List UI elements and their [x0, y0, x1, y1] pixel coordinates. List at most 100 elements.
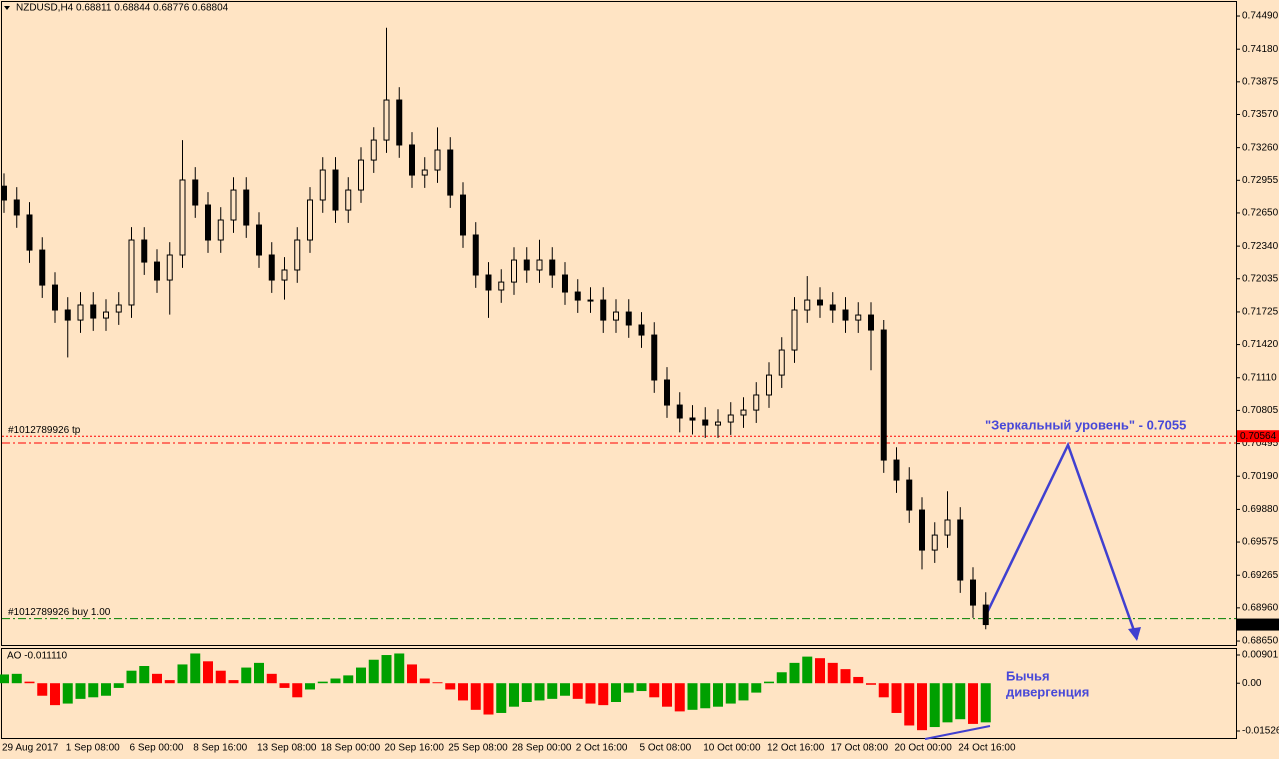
- candle-body: [13, 199, 20, 216]
- ao-bar: [279, 683, 290, 688]
- y-tick-label: 0.72955: [1242, 175, 1279, 186]
- ao-bar: [0, 674, 9, 684]
- ao-bar: [458, 683, 468, 701]
- chart-title: NZDUSD,H4 0.68811 0.68844 0.68776 0.6880…: [16, 3, 229, 14]
- candle-body: [103, 311, 109, 319]
- x-tick-label: 20 Sep 16:00: [385, 743, 445, 754]
- ao-bar: [623, 683, 634, 693]
- ao-bar: [713, 683, 723, 707]
- ao-bar: [215, 670, 226, 684]
- y-tick-label: 0.73260: [1242, 142, 1279, 153]
- y-tick-label: 0.73875: [1242, 76, 1279, 87]
- ao-bar: [764, 681, 774, 684]
- y-tick-label: 0.71420: [1242, 339, 1279, 350]
- ao-bar: [725, 683, 736, 704]
- candle-body: [485, 274, 492, 291]
- mirror-annotation: "Зеркальный уровень" - 0.7055: [985, 417, 1186, 432]
- y-tick-label: 0.70495: [1242, 438, 1279, 449]
- ao-bar: [866, 683, 876, 685]
- ao-bar: [419, 678, 430, 684]
- candle-body: [154, 261, 160, 281]
- candle-body: [77, 304, 84, 321]
- y-tick-label: 0.68960: [1242, 603, 1279, 614]
- ao-bar: [815, 658, 825, 684]
- ao-bar: [572, 683, 583, 699]
- y-tick-label: 0.74490: [1242, 11, 1279, 22]
- candle-body: [982, 604, 989, 626]
- candle-body: [523, 259, 530, 271]
- candle-body: [944, 519, 951, 536]
- candle-body: [434, 149, 441, 171]
- ao-bar: [432, 682, 443, 684]
- ao-bar: [929, 683, 940, 728]
- ao-bar: [942, 683, 953, 723]
- candle-body: [536, 259, 543, 271]
- candle-body: [64, 309, 71, 321]
- candle-body: [957, 519, 964, 581]
- divergence-annotation: Бычья: [1006, 668, 1050, 683]
- candle-body: [919, 509, 925, 551]
- candle-body: [766, 374, 772, 396]
- ao-bar: [228, 680, 239, 684]
- ao-bar: [266, 673, 277, 684]
- ao-bar: [980, 683, 991, 723]
- candle-body: [817, 299, 823, 306]
- x-tick-label: 25 Sep 08:00: [448, 743, 508, 754]
- arrow-head: [1128, 627, 1141, 641]
- ao-bar: [317, 681, 328, 684]
- ao-bar: [662, 683, 672, 707]
- candle-body: [26, 214, 33, 251]
- candle-body: [319, 169, 326, 201]
- candle-body: [383, 99, 390, 141]
- candle-body: [791, 309, 798, 351]
- ao-bar: [305, 683, 315, 690]
- ao-bar: [509, 683, 519, 707]
- x-tick-label: 18 Sep 00:00: [321, 743, 381, 754]
- ao-bar: [789, 662, 800, 684]
- candle-body: [345, 189, 352, 211]
- ao-bar: [878, 683, 889, 698]
- ao-bar: [534, 683, 545, 701]
- candle-body: [409, 144, 415, 176]
- ao-bar: [241, 667, 252, 684]
- ao-bar: [483, 683, 494, 715]
- candle-body: [880, 329, 887, 461]
- ao-title: AO -0.011110: [7, 651, 67, 662]
- candle-body: [421, 169, 428, 176]
- candle-body: [141, 239, 148, 263]
- y-tick-label: 0.70805: [1242, 405, 1279, 416]
- candle-body: [600, 299, 607, 321]
- candle-body: [613, 311, 619, 321]
- candle-body: [370, 139, 377, 161]
- candle-body: [868, 314, 874, 331]
- ao-bar: [75, 683, 86, 699]
- candle-body: [498, 281, 505, 291]
- ao-bar: [139, 666, 150, 684]
- candle-body: [970, 579, 976, 606]
- ao-bar: [751, 683, 762, 693]
- x-tick-label: 12 Oct 16:00: [767, 743, 825, 754]
- ao-bar: [164, 680, 175, 684]
- x-tick-label: 20 Oct 00:00: [895, 743, 953, 754]
- x-tick-label: 29 Aug 2017: [2, 743, 59, 754]
- ao-bar: [356, 667, 366, 684]
- candle-body: [702, 419, 709, 426]
- y-tick-label: 0.00901: [1242, 650, 1279, 661]
- ao-bar: [738, 683, 749, 701]
- candle-body: [893, 459, 900, 481]
- y-tick-label: 0.69265: [1242, 570, 1279, 581]
- menu-triangle[interactable]: [4, 6, 10, 10]
- ao-bar: [152, 673, 162, 684]
- y-tick-label: 0.70190: [1242, 471, 1279, 482]
- x-tick-label: 5 Oct 08:00: [640, 743, 692, 754]
- x-tick-label: 6 Sep 00:00: [130, 743, 184, 754]
- ao-bar: [177, 664, 188, 684]
- candle-body: [562, 274, 568, 293]
- ao-bar: [190, 653, 201, 684]
- ao-bar: [394, 653, 405, 684]
- ao-bar: [598, 683, 609, 706]
- candle-body: [549, 259, 556, 276]
- level-label: #1012789926 buy 1.00: [8, 607, 111, 618]
